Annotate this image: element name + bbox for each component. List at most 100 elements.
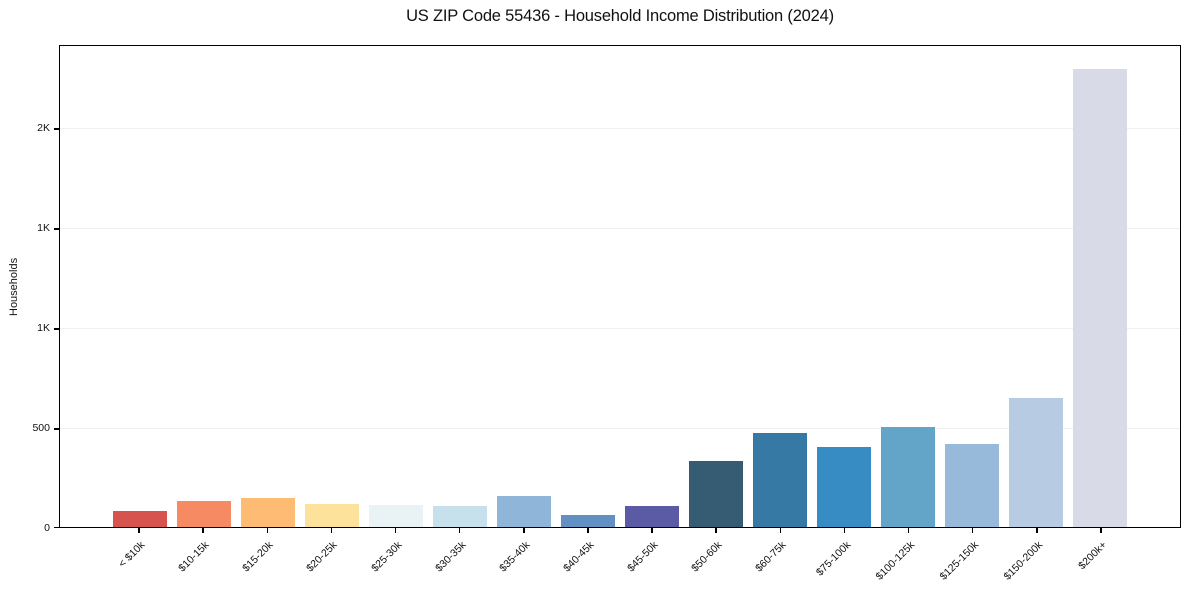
y-tick-mark: [54, 526, 59, 528]
bar-slot: [940, 46, 1004, 527]
gridline: [60, 427, 1180, 429]
bar-slot: [1068, 46, 1132, 527]
x-slot: $30-35k: [428, 528, 492, 590]
gridline: [60, 327, 1180, 329]
bar: [1009, 398, 1063, 527]
y-tick-mark: [54, 228, 59, 230]
y-tick-mark: [54, 128, 59, 130]
bar: [305, 504, 359, 527]
bar-slot: [492, 46, 556, 527]
x-slot: $10-15k: [171, 528, 235, 590]
x-tick-label: $25-30k: [368, 539, 405, 575]
bar-slot: [748, 46, 812, 527]
x-slot: $50-60k: [684, 528, 748, 590]
bar-slot: [684, 46, 748, 527]
bar: [369, 504, 423, 527]
x-tick-label: $20-25k: [304, 539, 340, 575]
bar-slot: [364, 46, 428, 527]
x-slot: $75-100k: [812, 528, 876, 590]
bar-slot: [620, 46, 684, 527]
x-tick-mark: [202, 528, 204, 533]
x-slot: < $10k: [107, 528, 171, 590]
gridline: [60, 127, 1180, 129]
x-tick-label: $100-125k: [873, 539, 918, 583]
x-slot: $20-25k: [299, 528, 363, 590]
x-tick-label: $15-20k: [240, 539, 276, 575]
x-tick-mark: [330, 528, 333, 533]
x-slot: $15-20k: [235, 528, 299, 590]
x-tick-mark: [843, 528, 846, 533]
x-tick-mark: [266, 528, 269, 533]
y-tick-mark: [54, 428, 59, 430]
x-axis: < $10k $10-15k $15-20k $20-25k $25-30k $30-35…: [59, 528, 1181, 590]
x-slot: $25-30k: [364, 528, 428, 590]
y-axis: 0 500 1K 1K 2K: [0, 45, 59, 534]
bar: [945, 444, 999, 527]
chart-title: US ZIP Code 55436 - Household Income Dis…: [406, 7, 834, 25]
x-tick-label: $50-60k: [689, 539, 725, 575]
x-slot: $45-50k: [620, 528, 684, 590]
bar: [625, 506, 679, 527]
x-tick-mark: [1100, 528, 1102, 533]
x-tick-mark: [394, 528, 397, 533]
y-tick-label: 1K: [37, 221, 50, 234]
bar: [177, 501, 231, 527]
x-tick-mark: [907, 528, 910, 533]
bar-slot: [556, 46, 620, 527]
x-tick-label: < $10k: [116, 539, 148, 570]
bars-row: [108, 46, 1132, 527]
x-tick-mark: [138, 528, 140, 533]
x-slot: $40-45k: [556, 528, 620, 590]
x-slot: $200k+: [1069, 528, 1133, 590]
bar-slot: [1004, 46, 1068, 527]
x-slot: $100-125k: [873, 528, 941, 590]
x-tick-label: $40-45k: [561, 539, 597, 575]
x-tick-mark: [523, 528, 525, 533]
x-slot: $150-200k: [1001, 528, 1069, 590]
bar-slot: [108, 46, 172, 527]
bar: [497, 496, 551, 527]
x-tick-label: $10-15k: [176, 539, 212, 575]
bar: [753, 433, 807, 527]
bar: [1073, 69, 1127, 527]
bar-slot: [236, 46, 300, 527]
bar-slot: [428, 46, 492, 527]
x-tick-label: $75-100k: [813, 539, 853, 579]
bar-slot: [172, 46, 236, 527]
bar-slot: [812, 46, 876, 527]
y-tick-mark: [54, 328, 59, 330]
x-tick-mark: [971, 528, 974, 533]
bar: [881, 427, 935, 527]
x-tick-label: $35-40k: [496, 539, 533, 575]
gridline: [60, 227, 1180, 229]
x-tick-mark: [651, 528, 653, 533]
bar-slot: [300, 46, 364, 527]
bar: [689, 461, 743, 527]
x-tick-mark: [779, 528, 782, 533]
x-slot: $35-40k: [492, 528, 556, 590]
y-tick-label: 0: [44, 521, 50, 534]
x-slot: $125-150k: [937, 528, 1005, 590]
x-tick-label: $30-35k: [432, 539, 469, 575]
bar: [433, 505, 487, 527]
y-tick-label: 1K: [37, 321, 50, 334]
y-tick-label: 2K: [37, 121, 50, 134]
bar: [241, 498, 295, 527]
bar: [817, 447, 871, 527]
y-tick-label: 500: [32, 421, 50, 434]
x-tick-mark: [587, 528, 589, 533]
x-tick-label: $60-75k: [753, 539, 789, 575]
x-tick-mark: [1036, 528, 1038, 533]
x-tick-label: $125-150k: [937, 539, 982, 583]
bar: [113, 511, 167, 527]
x-tick-mark: [715, 528, 717, 533]
x-tick-label: $200k+: [1076, 539, 1110, 573]
plot-area: [59, 45, 1181, 528]
bar: [561, 515, 615, 527]
x-slot: $60-75k: [748, 528, 812, 590]
x-tick-label: $45-50k: [625, 539, 661, 575]
bar-slot: [876, 46, 940, 527]
x-tick-label: $150-200k: [1001, 539, 1046, 583]
x-tick-mark: [458, 528, 461, 533]
